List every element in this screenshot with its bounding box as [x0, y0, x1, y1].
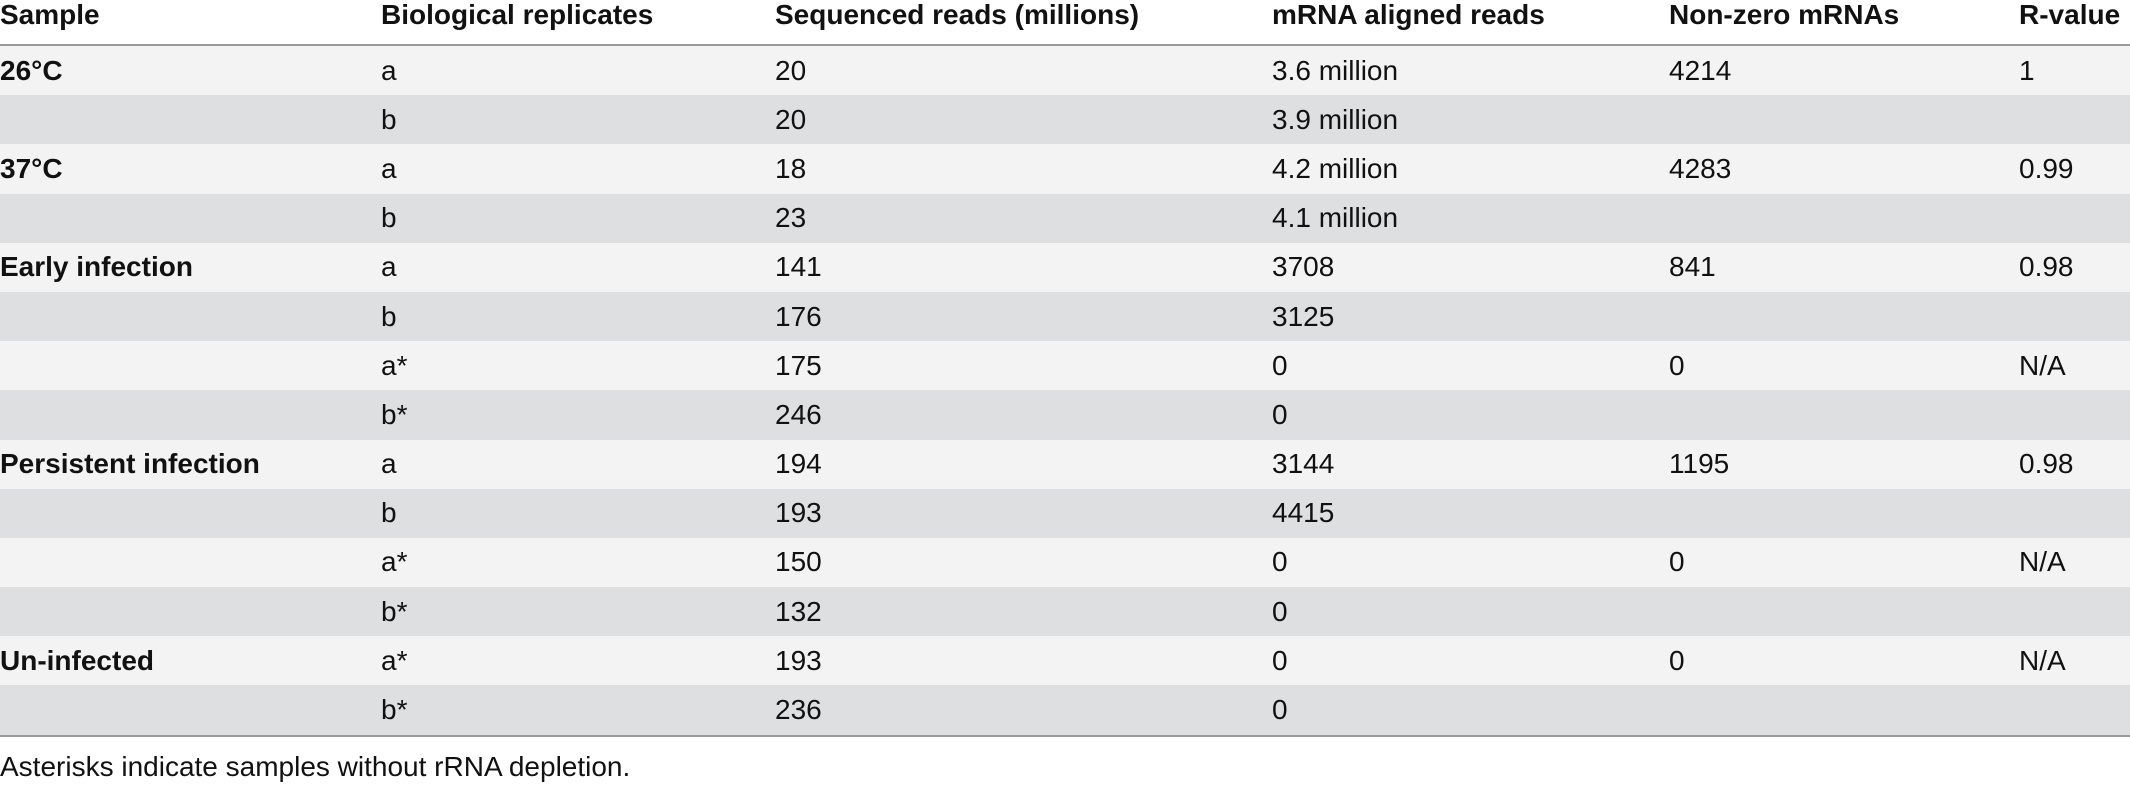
cell-replicate: b* [381, 398, 408, 430]
cell-r-value: 0.99 [2019, 152, 2074, 184]
table-row: Un-infected a* 193 0 0 N/A [0, 636, 2130, 686]
cell-r-value: 1 [2019, 54, 2035, 86]
table-bottom-rule [0, 734, 2130, 737]
cell-replicate: a* [381, 546, 408, 578]
table-row: b 20 3.9 million [0, 95, 2130, 145]
cell-mrna-aligned-reads: 4415 [1272, 497, 1335, 529]
table-row: 37°C a 18 4.2 million 4283 0.99 [0, 144, 2130, 194]
table-row: b 23 4.1 million [0, 193, 2130, 243]
cell-mrna-aligned-reads: 0 [1272, 595, 1288, 627]
table-row: Persistent infection a 194 3144 1195 0.98 [0, 439, 2130, 489]
cell-mrna-aligned-reads: 3125 [1272, 300, 1335, 332]
cell-non-zero-mrnas: 0 [1669, 644, 1685, 676]
table-row: b* 132 0 [0, 587, 2130, 637]
table-row: b 193 4415 [0, 488, 2130, 538]
cell-sample: 26°C [0, 54, 63, 86]
cell-replicate: a [381, 251, 397, 283]
table-row: Early infection a 141 3708 841 0.98 [0, 242, 2130, 292]
table-footnote: Asterisks indicate samples without rRNA … [0, 751, 631, 782]
table-body: 26°C a 20 3.6 million 4214 1 b 20 3.9 million 37°… [0, 46, 2130, 735]
cell-sequenced-reads: 132 [775, 595, 822, 627]
cell-replicate: b [381, 202, 397, 234]
cell-replicate: a [381, 152, 397, 184]
cell-mrna-aligned-reads: 4.1 million [1272, 202, 1399, 234]
cell-r-value: 0.98 [2019, 448, 2074, 480]
cell-mrna-aligned-reads: 3.6 million [1272, 54, 1399, 86]
cell-sequenced-reads: 20 [775, 103, 807, 135]
cell-r-value: N/A [2019, 349, 2066, 381]
cell-mrna-aligned-reads: 3144 [1272, 448, 1335, 480]
cell-sequenced-reads: 193 [775, 497, 822, 529]
cell-non-zero-mrnas: 0 [1669, 546, 1685, 578]
cell-r-value: N/A [2019, 546, 2066, 578]
table-row: b 176 3125 [0, 291, 2130, 342]
cell-sample: 37°C [0, 152, 63, 184]
cell-mrna-aligned-reads: 3.9 million [1272, 103, 1399, 135]
cell-replicate: a* [381, 644, 408, 676]
cell-mrna-aligned-reads: 0 [1272, 694, 1288, 726]
cell-mrna-aligned-reads: 4.2 million [1272, 152, 1399, 184]
header-non-zero-mrnas: Non-zero mRNAs [1669, 0, 1900, 30]
cell-sequenced-reads: 150 [775, 546, 822, 578]
cell-replicate: b [381, 103, 397, 135]
cell-replicate: b* [381, 595, 408, 627]
cell-sequenced-reads: 236 [775, 694, 822, 726]
cell-replicate: b* [381, 694, 408, 726]
cell-sequenced-reads: 246 [775, 398, 822, 430]
cell-replicate: a [381, 54, 397, 86]
cell-mrna-aligned-reads: 0 [1272, 644, 1288, 676]
cell-replicate: a [381, 448, 397, 480]
cell-replicate: b [381, 300, 397, 332]
cell-sequenced-reads: 141 [775, 251, 822, 283]
header-r-value: R-value [2019, 0, 2121, 30]
cell-non-zero-mrnas: 841 [1669, 251, 1716, 283]
cell-non-zero-mrnas: 0 [1669, 349, 1685, 381]
cell-sample: Persistent infection [0, 448, 260, 480]
cell-sequenced-reads: 176 [775, 300, 822, 332]
cell-mrna-aligned-reads: 0 [1272, 349, 1288, 381]
cell-non-zero-mrnas: 4283 [1669, 152, 1732, 184]
header-mrna-aligned-reads: mRNA aligned reads [1272, 0, 1545, 30]
cell-sequenced-reads: 18 [775, 152, 807, 184]
cell-r-value: 0.98 [2019, 251, 2074, 283]
table-row: b* 236 0 [0, 685, 2130, 735]
header-sequenced-reads: Sequenced reads (millions) [775, 0, 1140, 30]
cell-sequenced-reads: 23 [775, 202, 807, 234]
cell-non-zero-mrnas: 1195 [1669, 448, 1730, 480]
table-row: 26°C a 20 3.6 million 4214 1 [0, 46, 2130, 96]
header-sample: Sample [0, 0, 100, 30]
cell-sequenced-reads: 194 [775, 448, 822, 480]
cell-replicate: b [381, 497, 397, 529]
cell-sample: Early infection [0, 251, 193, 283]
cell-r-value: N/A [2019, 644, 2066, 676]
cell-mrna-aligned-reads: 0 [1272, 398, 1288, 430]
cell-non-zero-mrnas: 4214 [1669, 54, 1732, 86]
table-row: a* 150 0 0 N/A [0, 537, 2130, 588]
table-row: a* 175 0 0 N/A [0, 341, 2130, 391]
cell-sequenced-reads: 20 [775, 54, 807, 86]
cell-mrna-aligned-reads: 0 [1272, 546, 1288, 578]
cell-sequenced-reads: 193 [775, 644, 822, 676]
cell-sequenced-reads: 175 [775, 349, 822, 381]
table-row: b* 246 0 [0, 390, 2130, 440]
header-biological-replicates: Biological replicates [381, 0, 654, 30]
cell-mrna-aligned-reads: 3708 [1272, 251, 1335, 283]
cell-sample: Un-infected [0, 644, 154, 676]
data-table: Sample Biological replicates Sequenced r… [0, 0, 2130, 737]
table-header: Sample Biological replicates Sequenced r… [0, 0, 2130, 46]
cell-replicate: a* [381, 349, 408, 381]
